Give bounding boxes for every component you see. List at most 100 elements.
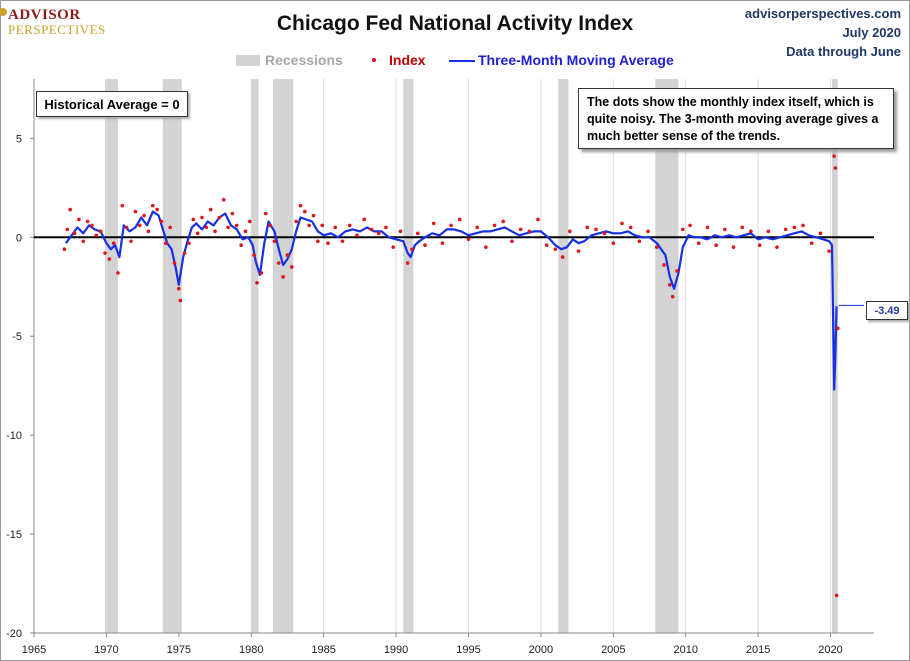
- recession-band: [272, 79, 294, 633]
- index-dot: [675, 269, 679, 273]
- index-dot: [457, 217, 462, 222]
- index-dot: [155, 207, 159, 212]
- x-tick-label: 2000: [529, 644, 553, 656]
- index-dot: [501, 219, 506, 224]
- index-dot: [340, 239, 345, 244]
- brand-logo: ADVISOR PERSPECTIVES: [0, 7, 106, 37]
- index-dot: [832, 154, 836, 158]
- index-dot: [90, 223, 94, 228]
- y-tick-label: -5: [12, 331, 22, 343]
- index-dot: [146, 229, 151, 234]
- chart-legend: Recessions Index Three-Month Moving Aver…: [0, 52, 910, 72]
- index-dot: [801, 223, 805, 228]
- index-dot: [637, 239, 642, 244]
- index-dot: [628, 225, 633, 230]
- index-dot: [326, 241, 330, 246]
- x-tick-label: 2015: [746, 644, 770, 656]
- index-dot: [307, 223, 311, 228]
- index-dot: [255, 280, 259, 285]
- index-dot: [230, 211, 235, 216]
- index-dot: [423, 243, 427, 247]
- index-dot: [285, 253, 290, 257]
- index-dot: [670, 294, 675, 299]
- index-dot: [347, 223, 352, 228]
- x-tick-label: 1975: [167, 644, 191, 656]
- index-dot: [775, 245, 779, 249]
- index-dot: [475, 225, 479, 230]
- index-dot: [440, 241, 445, 246]
- ma-line: [65, 210, 838, 391]
- index-dot: [568, 229, 572, 234]
- index-dot: [553, 247, 558, 251]
- index-dot: [492, 223, 497, 228]
- index-dot: [107, 257, 112, 261]
- logo-line2: PERSPECTIVES: [8, 22, 106, 37]
- index-dot: [518, 227, 523, 232]
- index-dot: [405, 261, 410, 265]
- index-dot: [178, 298, 183, 303]
- index-dot: [85, 219, 90, 224]
- legend-recession-swatch: [236, 55, 260, 66]
- index-dot: [217, 215, 222, 220]
- legend-index-swatch: [372, 58, 376, 62]
- index-dot: [766, 229, 771, 234]
- index-dot: [200, 215, 204, 220]
- index-dot: [723, 227, 727, 232]
- index-dot: [398, 229, 403, 234]
- index-dot: [431, 221, 436, 226]
- index-dot: [137, 223, 142, 228]
- index-dot: [204, 225, 209, 230]
- publish-date: July 2020: [842, 25, 901, 40]
- index-dot: [749, 229, 753, 234]
- x-tick-label: 1965: [22, 644, 46, 656]
- index-dot: [81, 239, 86, 244]
- index-dot: [384, 225, 388, 230]
- index-dot: [111, 241, 116, 246]
- index-dot: [62, 247, 67, 251]
- chart-title: Chicago Fed National Activity Index: [276, 12, 634, 35]
- index-dot: [239, 243, 243, 247]
- x-tick-label: 2010: [673, 644, 697, 656]
- index-dot: [191, 217, 196, 222]
- index-dot: [289, 265, 294, 269]
- index-dot: [611, 241, 616, 246]
- site-name: advisorperspectives.com: [744, 6, 901, 21]
- y-tick-label: -20: [6, 628, 22, 640]
- index-dot: [94, 233, 99, 238]
- recession-band: [403, 79, 414, 633]
- index-dot: [560, 255, 565, 259]
- index-dot: [809, 241, 814, 246]
- index-dot: [208, 207, 213, 212]
- index-dot: [159, 219, 164, 224]
- index-dot: [276, 261, 281, 265]
- note-box: The dots show the monthly index itself, …: [578, 88, 894, 149]
- logo-line1: ADVISOR: [8, 7, 81, 23]
- index-dot: [834, 593, 839, 598]
- recession-band: [162, 79, 182, 633]
- index-dot: [369, 227, 374, 232]
- index-dot: [731, 245, 736, 249]
- index-dot: [129, 239, 133, 244]
- y-tick-label: 0: [16, 232, 22, 244]
- recession-band: [655, 79, 679, 633]
- index-dot: [281, 275, 285, 279]
- index-dot: [259, 271, 264, 275]
- index-dot: [818, 231, 823, 236]
- x-tick-label: 1985: [311, 644, 335, 656]
- recession-band: [104, 79, 118, 633]
- index-dot: [150, 203, 155, 208]
- index-dot: [688, 223, 692, 228]
- index-dot: [714, 243, 718, 247]
- index-dot: [268, 223, 272, 228]
- index-dot: [662, 263, 666, 267]
- index-dot: [98, 229, 103, 234]
- index-dot: [654, 245, 659, 249]
- index-dot: [667, 282, 672, 287]
- index-dot: [827, 249, 831, 253]
- legend-ma: Three-Month Moving Average: [478, 52, 674, 68]
- x-tick-label: 2020: [818, 644, 842, 656]
- recession-band: [251, 79, 259, 633]
- index-dot: [620, 221, 624, 226]
- data-through: Data through June: [786, 44, 901, 59]
